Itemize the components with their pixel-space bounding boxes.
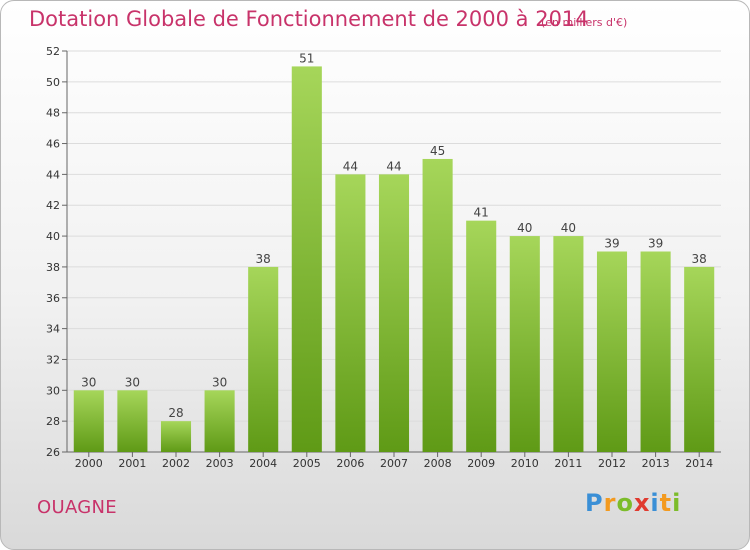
- bar-2009: [466, 220, 497, 452]
- value-label-2003: 30: [212, 375, 227, 389]
- city-name: OUAGNE: [37, 497, 117, 518]
- logo-letter: x: [633, 489, 651, 517]
- value-label-2007: 44: [386, 159, 401, 173]
- value-label-2008: 45: [430, 144, 445, 158]
- bar-2003: [204, 390, 235, 452]
- bar-2002: [160, 421, 192, 452]
- value-label-2002: 28: [168, 406, 183, 420]
- bars: [73, 66, 715, 452]
- bar-2000: [73, 390, 104, 452]
- y-tick-label: 36: [46, 292, 60, 305]
- x-tick-label-2003: 2003: [206, 457, 234, 470]
- y-tick-label: 38: [46, 261, 60, 274]
- value-label-2013: 39: [648, 237, 663, 251]
- y-tick-label: 48: [46, 107, 60, 120]
- bar-2007: [378, 174, 410, 452]
- logo-letter: t: [659, 489, 673, 517]
- x-tick-label-2001: 2001: [118, 457, 146, 470]
- value-label-2009: 41: [474, 206, 489, 220]
- y-tick-label: 26: [46, 446, 60, 459]
- chart-title: Dotation Globale de Fonctionnement de 20…: [29, 7, 589, 31]
- value-label-2012: 39: [604, 237, 619, 251]
- bar-2004: [248, 266, 279, 452]
- bar-2008: [422, 158, 453, 452]
- x-tick-label-2010: 2010: [511, 457, 539, 470]
- logo-letter: P: [585, 489, 604, 517]
- y-tick-label: 44: [46, 168, 60, 181]
- value-label-2010: 40: [517, 221, 532, 235]
- x-tick-label-2004: 2004: [249, 457, 277, 470]
- chart-subtitle: (en milliers d'€): [541, 16, 628, 29]
- x-tick-label-2008: 2008: [424, 457, 452, 470]
- value-label-2006: 44: [343, 159, 358, 173]
- value-label-2014: 38: [692, 252, 707, 266]
- x-tick-label-2013: 2013: [642, 457, 670, 470]
- labels: 30 2000 30 2001 28 2002 30 2003 38 2004 51 2005 44 20…: [75, 51, 713, 470]
- x-tick-label-2000: 2000: [75, 457, 103, 470]
- value-label-2001: 30: [125, 375, 140, 389]
- logo-letter: r: [603, 489, 617, 517]
- y-tick-label: 28: [46, 415, 60, 428]
- logo-letter: i: [650, 489, 660, 517]
- bar-2001: [117, 390, 148, 452]
- x-tick-label-2009: 2009: [467, 457, 495, 470]
- bar-2011: [553, 236, 584, 452]
- logo-letter: i: [672, 489, 682, 517]
- value-label-2005: 51: [299, 51, 314, 65]
- value-label-2011: 40: [561, 221, 576, 235]
- x-tick-label-2011: 2011: [554, 457, 582, 470]
- value-label-2000: 30: [81, 375, 96, 389]
- x-tick-label-2014: 2014: [685, 457, 713, 470]
- y-tick-label: 52: [46, 45, 60, 58]
- bar-2010: [509, 236, 540, 452]
- y-tick-label: 42: [46, 199, 60, 212]
- y-tick-label: 34: [46, 323, 60, 336]
- x-tick-label-2002: 2002: [162, 457, 190, 470]
- y-tick-label: 32: [46, 353, 60, 366]
- bar-2006: [335, 174, 366, 452]
- x-tick-label-2007: 2007: [380, 457, 408, 470]
- value-label-2004: 38: [256, 252, 271, 266]
- bar-2005: [291, 66, 322, 452]
- x-tick-label-2012: 2012: [598, 457, 626, 470]
- y-tick-label: 30: [46, 384, 60, 397]
- y-tick-label: 50: [46, 76, 60, 89]
- y-tick-label: 46: [46, 138, 60, 151]
- bar-2013: [640, 251, 671, 452]
- x-tick-label-2005: 2005: [293, 457, 321, 470]
- bar-2012: [596, 251, 628, 452]
- y-tick-label: 40: [46, 230, 60, 243]
- logo-letter: o: [616, 489, 634, 517]
- bar-2014: [684, 266, 715, 452]
- proxiti-logo: Proxiti: [585, 489, 681, 517]
- x-tick-label-2006: 2006: [336, 457, 364, 470]
